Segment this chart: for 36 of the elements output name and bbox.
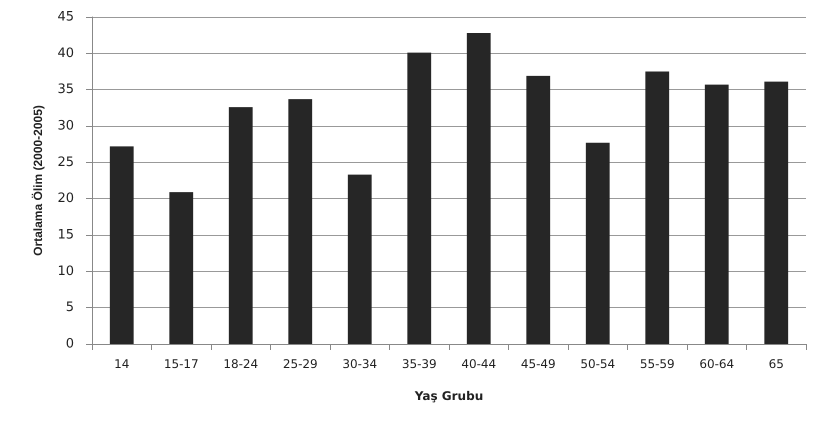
bar xyxy=(586,142,610,344)
y-tick-label: 5 xyxy=(66,300,74,316)
bar xyxy=(645,72,670,344)
x-tick-label: 65 xyxy=(768,357,784,371)
bar xyxy=(169,192,194,344)
x-tick-label: 15-17 xyxy=(164,357,199,371)
y-axis-title: Ortalama Ölim (2000-2005) xyxy=(31,105,45,256)
x-tick-label: 55-59 xyxy=(640,357,675,371)
bar xyxy=(466,32,491,344)
bar xyxy=(704,84,729,344)
bar xyxy=(228,107,253,344)
bar xyxy=(407,52,432,344)
bar xyxy=(526,76,550,344)
bar xyxy=(110,146,134,344)
y-tick-label: 15 xyxy=(57,228,74,242)
x-tick-label: 35-39 xyxy=(402,357,437,371)
x-tick-label: 25-29 xyxy=(282,357,318,371)
x-axis-title: Yaş Grubu xyxy=(414,389,484,403)
x-tick-label: 50-54 xyxy=(580,357,616,371)
x-tick-label: 40-44 xyxy=(461,357,496,371)
x-tick-label: 30-34 xyxy=(342,357,378,371)
x-tick-label: 14 xyxy=(114,357,130,371)
x-tick-label: 18-24 xyxy=(223,357,258,371)
y-tick-label: 0 xyxy=(66,336,74,352)
y-tick-label: 45 xyxy=(57,10,74,24)
y-tick-label: 25 xyxy=(57,154,74,170)
y-tick-label: 30 xyxy=(57,118,74,134)
bar xyxy=(288,99,312,344)
bar xyxy=(348,174,372,344)
x-tick-label: 45-49 xyxy=(520,357,556,371)
y-tick-label: 40 xyxy=(57,46,74,61)
y-tick-label: 20 xyxy=(57,191,74,206)
x-tick-label: 60-64 xyxy=(699,357,734,371)
bar xyxy=(764,82,788,344)
y-tick-label: 10 xyxy=(57,264,74,279)
y-tick-label: 35 xyxy=(57,82,74,98)
